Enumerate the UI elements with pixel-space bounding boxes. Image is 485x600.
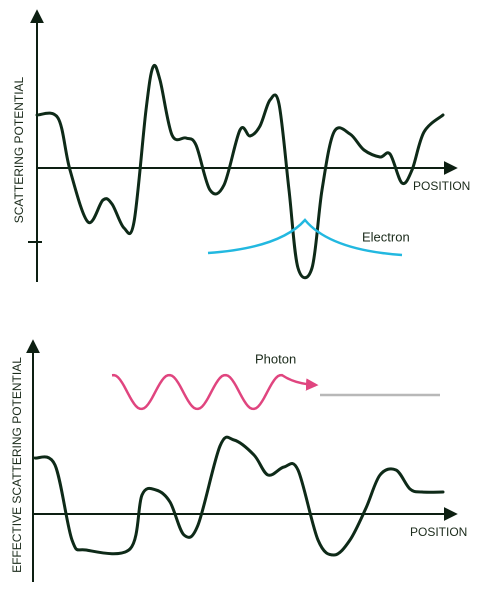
x-axis-label: POSITION	[410, 525, 467, 539]
y-axis-label: SCATTERING POTENTIAL	[12, 76, 26, 223]
electron-wave	[207, 218, 403, 257]
wave-label: Photon	[255, 351, 296, 366]
photon-wave	[111, 373, 319, 411]
potential-curve	[35, 63, 445, 280]
potential-curve	[33, 435, 445, 557]
top-panel: SCATTERING POTENTIAL POSITION Electron	[12, 9, 470, 282]
wave-label: Electron	[362, 229, 410, 244]
x-axis-label: POSITION	[413, 179, 470, 193]
y-axis-label: EFFECTIVE SCATTERING POTENTIAL	[10, 357, 24, 573]
bottom-panel: EFFECTIVE SCATTERING POTENTIAL POSITION …	[10, 339, 467, 582]
